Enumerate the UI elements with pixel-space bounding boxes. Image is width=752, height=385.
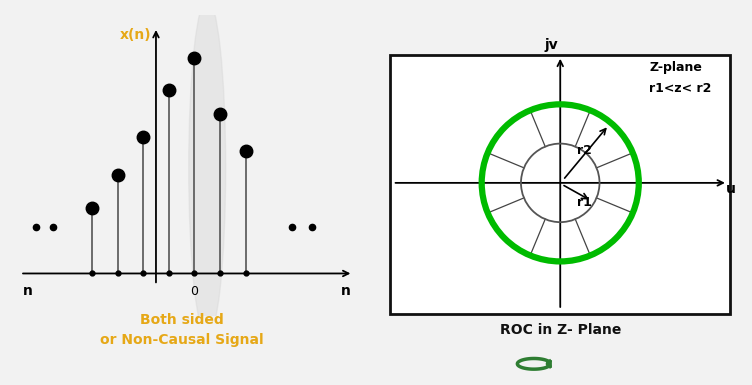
Text: 0: 0 [190,285,199,298]
FancyBboxPatch shape [390,55,730,314]
Text: r1<z< r2: r1<z< r2 [649,82,711,95]
Text: n: n [341,284,350,298]
Circle shape [189,0,226,337]
Text: ROC in Z- Plane: ROC in Z- Plane [499,323,621,337]
Text: r2: r2 [578,144,592,157]
Text: Z-plane: Z-plane [649,61,702,74]
Text: u: u [726,182,735,196]
Text: r1: r1 [578,196,592,209]
Text: Both sided
or Non-Causal Signal: Both sided or Non-Causal Signal [100,313,263,347]
Text: n: n [23,284,33,298]
Text: jv: jv [544,38,558,52]
Text: x(n): x(n) [120,28,151,42]
